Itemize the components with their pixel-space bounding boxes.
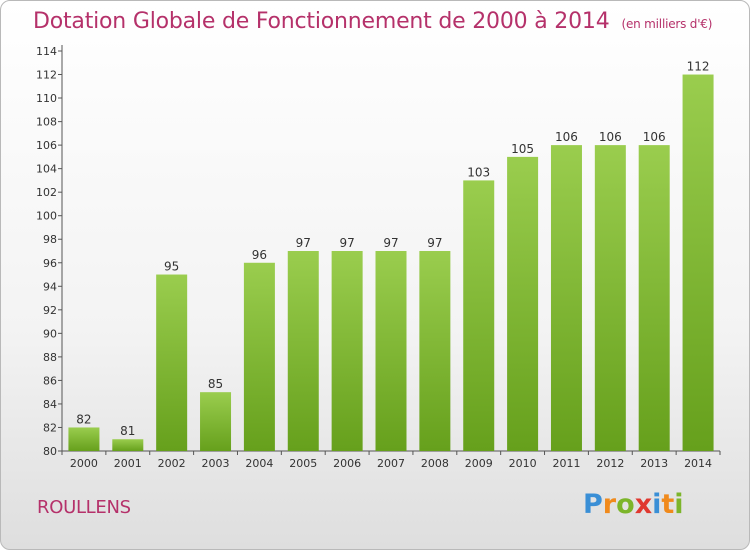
x-tick-label: 2012 [596,457,624,470]
data-label: 97 [427,236,442,250]
logo-letter: r [602,489,617,520]
bar [594,145,626,451]
data-label: 97 [296,236,311,250]
x-tick-label: 2001 [114,457,142,470]
y-tick-label: 82 [43,421,57,434]
data-label: 97 [339,236,354,250]
x-tick-label: 2004 [245,457,273,470]
y-tick-label: 98 [43,233,57,246]
y-tick-label: 112 [36,69,57,82]
y-tick-label: 100 [36,210,57,223]
bar [243,262,275,451]
x-tick-label: 2013 [640,457,668,470]
y-tick-label: 96 [43,257,57,270]
bar [331,251,363,451]
bar [112,439,144,451]
x-tick-label: 2007 [377,457,405,470]
y-tick-label: 84 [43,398,57,411]
x-tick-label: 2011 [552,457,580,470]
x-tick-label: 2014 [684,457,712,470]
y-tick-label: 106 [36,139,57,152]
logo-letter: i [674,489,684,520]
y-tick-label: 104 [36,163,57,176]
bar [200,392,232,451]
logo-letter: P [583,489,603,520]
x-tick-label: 2006 [333,457,361,470]
y-tick-label: 88 [43,351,57,364]
logo-letter: o [616,489,635,520]
x-tick-label: 2008 [421,457,449,470]
data-label: 106 [599,130,622,144]
data-label: 82 [76,412,91,426]
chart-subtitle: (en milliers d'€) [621,17,713,31]
logo-letter: i [652,489,662,520]
bars [68,74,714,452]
y-tick-label: 86 [43,374,57,387]
chart-title: Dotation Globale de Fonctionnement de 20… [33,9,712,34]
data-label: 112 [687,60,710,74]
data-label: 85 [208,377,223,391]
logo-letter: x [634,489,653,520]
y-tick-label: 80 [43,445,57,458]
bar [419,251,451,451]
y-tick-label: 90 [43,327,57,340]
x-tick-label: 2010 [509,457,537,470]
y-tick-label: 94 [43,280,57,293]
data-label: 95 [164,260,179,274]
y-tick-label: 110 [36,92,57,105]
data-label: 105 [511,142,534,156]
data-label: 106 [555,130,578,144]
y-tick-label: 92 [43,304,57,317]
chart-title-text: Dotation Globale de Fonctionnement de 20… [33,9,610,34]
logo-letter: t [661,489,675,520]
x-tick-label: 2003 [202,457,230,470]
bar [287,251,319,451]
x-tick-label: 2009 [465,457,493,470]
data-label: 96 [252,248,267,262]
data-label: 103 [467,165,490,179]
bar [507,156,539,451]
bar [682,74,714,451]
y-tick-label: 108 [36,116,57,129]
bar [375,251,407,451]
bar [156,274,188,451]
commune-name: ROULLENS [37,497,131,518]
data-label: 106 [643,130,666,144]
x-tick-label: 2002 [158,457,186,470]
data-label: 81 [120,424,135,438]
x-tick-label: 2000 [70,457,98,470]
bar [463,180,495,452]
bar [68,427,100,451]
bar [638,145,670,451]
data-labels: 82 81 95 85 96 97 97 97 97 103 105 106 106 106 112 [76,60,709,439]
x-tick-label: 2005 [289,457,317,470]
bar [550,145,582,451]
proxiti-logo: Proxiti [583,489,684,520]
y-tick-label: 102 [36,186,57,199]
axes: 80 82 84 86 88 90 92 94 96 98 100 102 104 106 108 110 11… [36,45,721,470]
data-label: 97 [383,236,398,250]
y-tick-label: 114 [36,45,57,58]
